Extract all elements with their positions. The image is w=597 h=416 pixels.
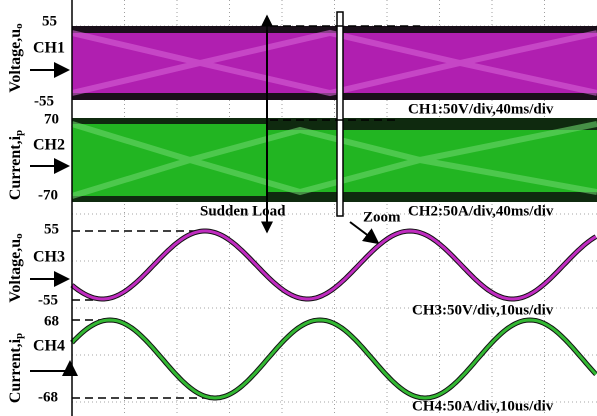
annotation: Sudden Load [200,203,286,219]
label-text: Current,i [7,338,24,403]
level: -68 [38,389,58,405]
level: 68 [44,313,59,329]
label-text: Current,i [7,135,24,200]
figure: 55 -55 CH1 Voltage,uo CH1:50V/div,40ms/d… [0,0,597,416]
axis-label: Current,ip [7,333,25,403]
level: 70 [44,111,59,127]
level: -55 [38,292,58,308]
level: 55 [42,13,57,29]
level: -55 [34,93,54,109]
axis-label: Voltage,uo [7,23,25,93]
label-text: Voltage,u [7,239,24,303]
zoom-window [337,12,343,216]
axis-label: Current,ip [7,130,25,200]
scale: CH1:50V/div,40ms/div [408,101,554,117]
label-sub: o [13,23,25,29]
scale: CH4:50A/div,10us/div [412,398,554,414]
channel: CH3 [33,249,65,266]
channel: CH1 [33,40,65,57]
channel: CH2 [33,137,65,154]
channel: CH4 [33,338,65,355]
ch-arrow [30,362,70,371]
annotation: Zoom [363,209,401,225]
ch1-band [72,33,597,93]
level: 55 [44,221,59,237]
label-text: Voltage,u [7,29,24,93]
label-sub: p [13,333,25,339]
label-sub: p [13,130,25,136]
axis-label: Voltage,uo [7,233,25,303]
scale: CH3:50V/div,10us/div [412,302,554,318]
level: -70 [38,187,58,203]
scale: CH2:50A/div,40ms/div [408,203,554,219]
label-sub: o [13,233,25,239]
